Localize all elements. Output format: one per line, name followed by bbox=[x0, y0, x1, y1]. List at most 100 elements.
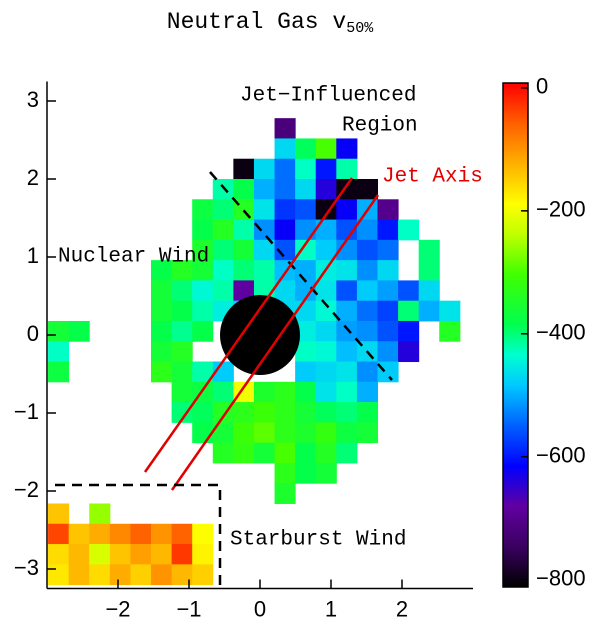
dashed-line bbox=[209, 171, 393, 381]
heatmap-cell bbox=[171, 260, 193, 281]
heatmap-cell bbox=[356, 300, 379, 322]
colorbar-tick-label: −200 bbox=[536, 197, 586, 222]
starburst-box bbox=[55, 483, 222, 588]
heatmap-cell bbox=[377, 280, 399, 302]
x-tick-label: 2 bbox=[396, 596, 408, 621]
heatmap-cell bbox=[48, 361, 70, 383]
heatmap-cell bbox=[233, 381, 255, 403]
y-tick-label: −2 bbox=[14, 477, 39, 502]
heatmap-cell bbox=[315, 402, 337, 423]
heatmap-cell bbox=[212, 179, 234, 200]
heatmap-cell bbox=[151, 564, 173, 586]
heatmap-cell bbox=[398, 280, 420, 302]
heatmap-cell bbox=[212, 260, 234, 281]
heatmap-cell bbox=[295, 260, 317, 281]
heatmap-cell bbox=[336, 402, 358, 423]
heatmap-cell bbox=[356, 179, 379, 200]
heatmap-cell bbox=[295, 442, 317, 464]
heatmap-cell bbox=[315, 179, 337, 200]
colorbar-tick-label: 0 bbox=[536, 74, 548, 99]
heatmap-cell bbox=[171, 341, 193, 363]
heatmap-cell bbox=[336, 381, 358, 403]
heatmap-cell bbox=[336, 280, 358, 302]
heatmap-cell bbox=[398, 300, 420, 322]
heatmap-cell bbox=[192, 544, 214, 565]
heatmap-cell bbox=[315, 320, 337, 342]
heatmap-cell bbox=[356, 219, 379, 241]
heatmap-cell bbox=[253, 260, 276, 281]
heatmap-cell bbox=[253, 442, 276, 464]
heatmap-cell bbox=[109, 523, 131, 545]
heatmap-cell bbox=[356, 320, 379, 342]
heatmap-cell bbox=[68, 320, 90, 342]
heatmap-cell bbox=[212, 199, 234, 221]
y-tick-label: −3 bbox=[14, 555, 39, 580]
heatmap-cell bbox=[212, 280, 234, 302]
heatmap-cell bbox=[315, 158, 337, 180]
x-tick-label: −1 bbox=[176, 596, 201, 621]
heatmap-cell bbox=[151, 280, 173, 302]
y-tick-label: −1 bbox=[14, 399, 39, 424]
heatmap-cell bbox=[295, 341, 317, 363]
heatmap-cell bbox=[377, 320, 399, 342]
heatmap-cell bbox=[253, 219, 276, 241]
heatmap-cell bbox=[336, 199, 358, 221]
heatmap-cell bbox=[295, 361, 317, 383]
heatmap-cell bbox=[356, 260, 379, 281]
heatmap-cell bbox=[398, 219, 420, 241]
heatmap-cell bbox=[171, 523, 193, 545]
heatmap-cell bbox=[171, 381, 193, 403]
x-tick-label: 1 bbox=[325, 596, 337, 621]
heatmap-cell bbox=[253, 239, 276, 261]
heatmap-cell bbox=[89, 523, 111, 545]
heatmap-cell bbox=[253, 179, 276, 200]
heatmap-cell bbox=[48, 341, 70, 363]
colorbar-tick-label: −600 bbox=[536, 443, 586, 468]
heatmap-cell bbox=[171, 320, 193, 342]
annotation: Jet−Influenced bbox=[240, 85, 416, 108]
heatmap-cell bbox=[212, 239, 234, 261]
heatmap-cell bbox=[295, 179, 317, 200]
heatmap-cell bbox=[233, 402, 255, 423]
heatmap-cell bbox=[192, 564, 214, 586]
heatmap-cell bbox=[336, 300, 358, 322]
heatmap-cell bbox=[295, 381, 317, 403]
heatmap-cell bbox=[192, 320, 214, 342]
heatmap-cell bbox=[274, 462, 296, 484]
heatmap-cell bbox=[151, 300, 173, 322]
heatmap-cell bbox=[418, 300, 440, 322]
heatmap-cell bbox=[192, 219, 214, 241]
heatmap-cell bbox=[377, 219, 399, 241]
heatmap-cell bbox=[253, 381, 276, 403]
heatmap-cell bbox=[48, 320, 70, 342]
heatmap-cell bbox=[212, 381, 234, 403]
heatmap-cell bbox=[151, 320, 173, 342]
heatmap-cell bbox=[68, 544, 90, 565]
heatmap-cell bbox=[192, 300, 214, 322]
annotation: Jet Axis bbox=[382, 166, 483, 189]
heatmap-cell bbox=[274, 179, 296, 200]
heatmap-cell bbox=[48, 523, 70, 545]
heatmap-cell bbox=[398, 320, 420, 342]
heatmap-cell bbox=[295, 158, 317, 180]
heatmap-cell bbox=[253, 199, 276, 221]
heatmap-cell bbox=[192, 260, 214, 281]
heatmap-cell bbox=[315, 300, 337, 322]
heatmap-cell bbox=[295, 199, 317, 221]
y-tick-label: 2 bbox=[27, 165, 39, 190]
heatmap-cell bbox=[439, 320, 461, 342]
heatmap-cell bbox=[274, 442, 296, 464]
heatmap-cell bbox=[192, 239, 214, 261]
heatmap-cell bbox=[377, 199, 399, 221]
heatmap-cell bbox=[68, 523, 90, 545]
heatmap-cell bbox=[151, 341, 173, 363]
x-tick-label: −2 bbox=[105, 596, 130, 621]
heatmap-cell bbox=[336, 260, 358, 281]
heatmap-cell bbox=[295, 320, 317, 342]
heatmap-cell bbox=[356, 402, 379, 423]
heatmap-cell bbox=[233, 422, 255, 444]
heatmap-cell bbox=[336, 361, 358, 383]
heatmap-cell bbox=[212, 422, 234, 444]
heatmap-cell bbox=[274, 219, 296, 241]
